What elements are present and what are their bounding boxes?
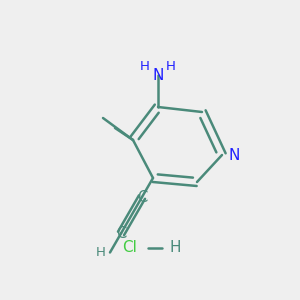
Text: H: H <box>96 246 106 259</box>
Text: H: H <box>166 61 176 74</box>
Text: N: N <box>229 148 240 163</box>
Text: H: H <box>169 241 181 256</box>
Text: H: H <box>140 61 150 74</box>
Text: C: C <box>116 226 126 241</box>
Text: N: N <box>152 68 164 82</box>
Text: C: C <box>137 190 147 205</box>
Text: Cl: Cl <box>123 241 137 256</box>
